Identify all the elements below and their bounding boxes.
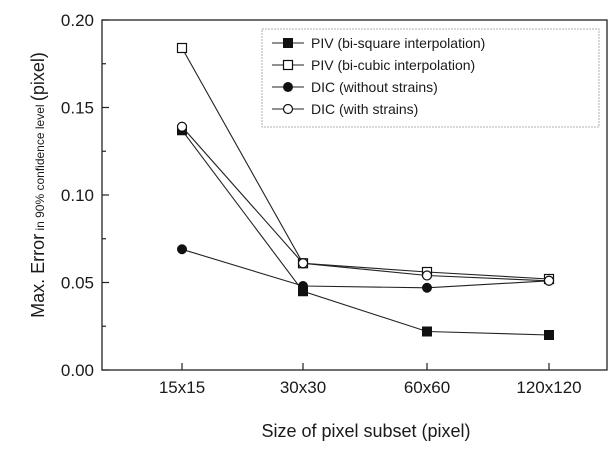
legend-label: PIV (bi-cubic interpolation) [311,57,475,73]
series-line [181,129,550,336]
series-line [181,248,550,289]
data-point [298,281,308,291]
legend-marker [282,103,294,115]
legend-marker [282,59,294,71]
series-3 [177,244,554,293]
y-tick-label: 0.10 [61,186,94,205]
x-axis-title: Size of pixel subset (pixel) [261,421,470,441]
series-line [181,126,550,282]
y-tick-label: 0.20 [61,11,94,30]
y-axis-title-main: Max. Error [28,234,48,318]
y-tick-label: 0.15 [61,99,94,118]
series-layer [176,42,555,340]
y-tick-label: 0.05 [61,274,94,293]
data-point [297,258,309,269]
y-axis-title-sub: in 90% confidence level [33,101,47,234]
x-tick-label: 15x15 [159,378,205,397]
data-point [422,282,432,293]
legend-item: DIC (without strains) [272,79,438,95]
y-axis-title: Max. Error in 90% confidence level (pixe… [28,52,48,318]
y-axis-title-unit: (pixel) [28,52,48,101]
legend-label: DIC (with strains) [311,101,418,117]
data-point [422,326,432,337]
data-point [177,244,187,255]
legend-marker [283,82,293,92]
series-1 [177,125,554,340]
axis-labels: Size of pixel subset (pixel) Max. Error … [28,52,471,441]
data-point [543,275,555,286]
legend-item: PIV (bi-square interpolation) [272,35,485,51]
series-line [181,47,550,280]
axes: 0.00 0.05 0.10 0.15 0.20 15x15 30x30 60x60 120x1… [61,11,608,397]
x-tick-label: 120x120 [516,378,581,397]
data-point [176,121,188,132]
data-point [176,42,188,54]
x-tick-label: 60x60 [404,378,450,397]
x-tick-label: 30x30 [280,378,326,397]
data-point [544,330,554,340]
data-point [421,270,433,281]
y-tick-label: 0.00 [61,361,94,380]
legend-label: PIV (bi-square interpolation) [311,35,485,51]
legend-item: PIV (bi-cubic interpolation) [272,57,475,73]
legend-box [261,28,600,128]
legend-label: DIC (without strains) [311,79,438,95]
legend-marker [283,38,293,48]
series-4 [176,121,555,286]
legend-item: DIC (with strains) [272,101,418,117]
legend: PIV (bi-square interpolation) PIV (bi-cub… [261,28,600,128]
